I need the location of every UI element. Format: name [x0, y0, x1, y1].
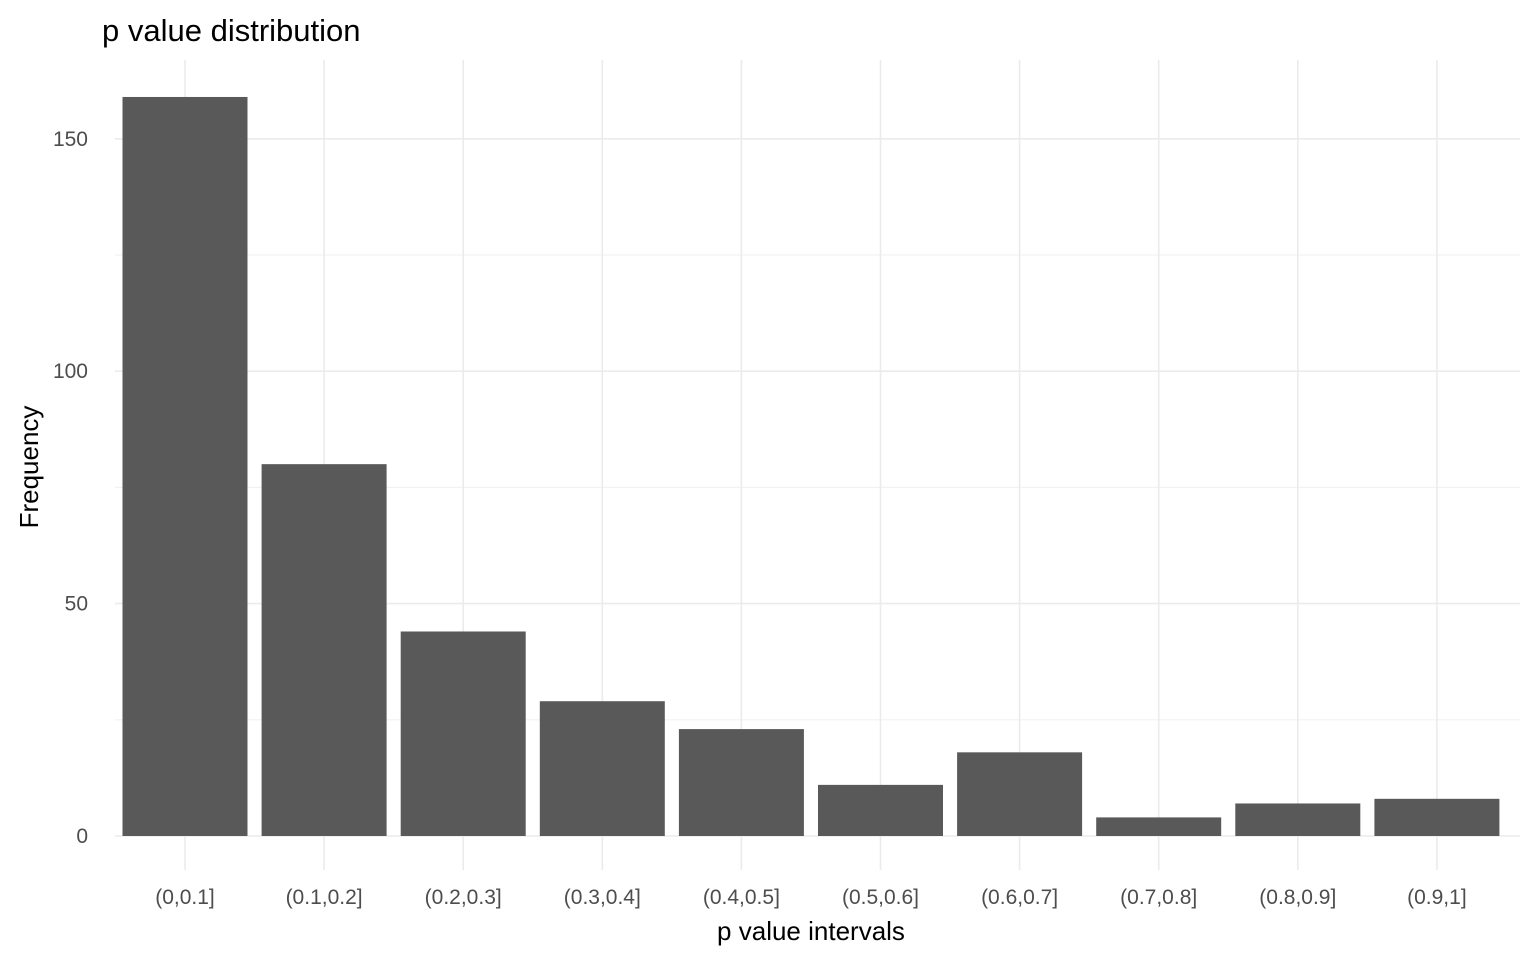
bar	[539, 701, 665, 836]
x-tick-label: (0.2,0.3]	[425, 886, 502, 909]
y-axis-title: Frequency	[14, 406, 44, 529]
y-tick-label: 0	[76, 825, 88, 848]
bar	[1096, 817, 1222, 836]
bar	[818, 784, 943, 836]
x-tick-label: (0.7,0.8]	[1120, 886, 1197, 909]
bar	[122, 96, 248, 836]
x-tick-label: (0,0.1]	[155, 886, 215, 909]
x-tick-label: (0.1,0.2]	[286, 886, 363, 909]
bar	[1374, 798, 1500, 836]
y-tick-label: 150	[53, 128, 88, 151]
bar	[678, 729, 804, 836]
y-tick-labels: 0 50 100 150	[53, 128, 88, 848]
x-tick-labels: (0,0.1] (0.1,0.2] (0.2,0.3] (0.3,0.4] (0.4,0…	[155, 886, 1466, 909]
bar	[400, 631, 526, 836]
x-tick-label: (0.5,0.6]	[842, 886, 919, 909]
x-axis-title: p value intervals	[717, 916, 905, 946]
x-tick-label: (0.8,0.9]	[1259, 886, 1336, 909]
y-tick-label: 50	[65, 593, 88, 616]
bar	[1235, 803, 1361, 836]
x-tick-label: (0.4,0.5]	[703, 886, 780, 909]
x-tick-label: (0.6,0.7]	[981, 886, 1058, 909]
chart-title: p value distribution	[102, 13, 361, 48]
x-tick-label: (0.3,0.4]	[564, 886, 641, 909]
bar	[957, 752, 1083, 836]
bars	[122, 96, 1500, 836]
x-tick-label: (0.9,1]	[1407, 886, 1467, 909]
grid	[115, 60, 1520, 870]
y-tick-label: 100	[53, 360, 88, 383]
bar	[261, 464, 387, 836]
